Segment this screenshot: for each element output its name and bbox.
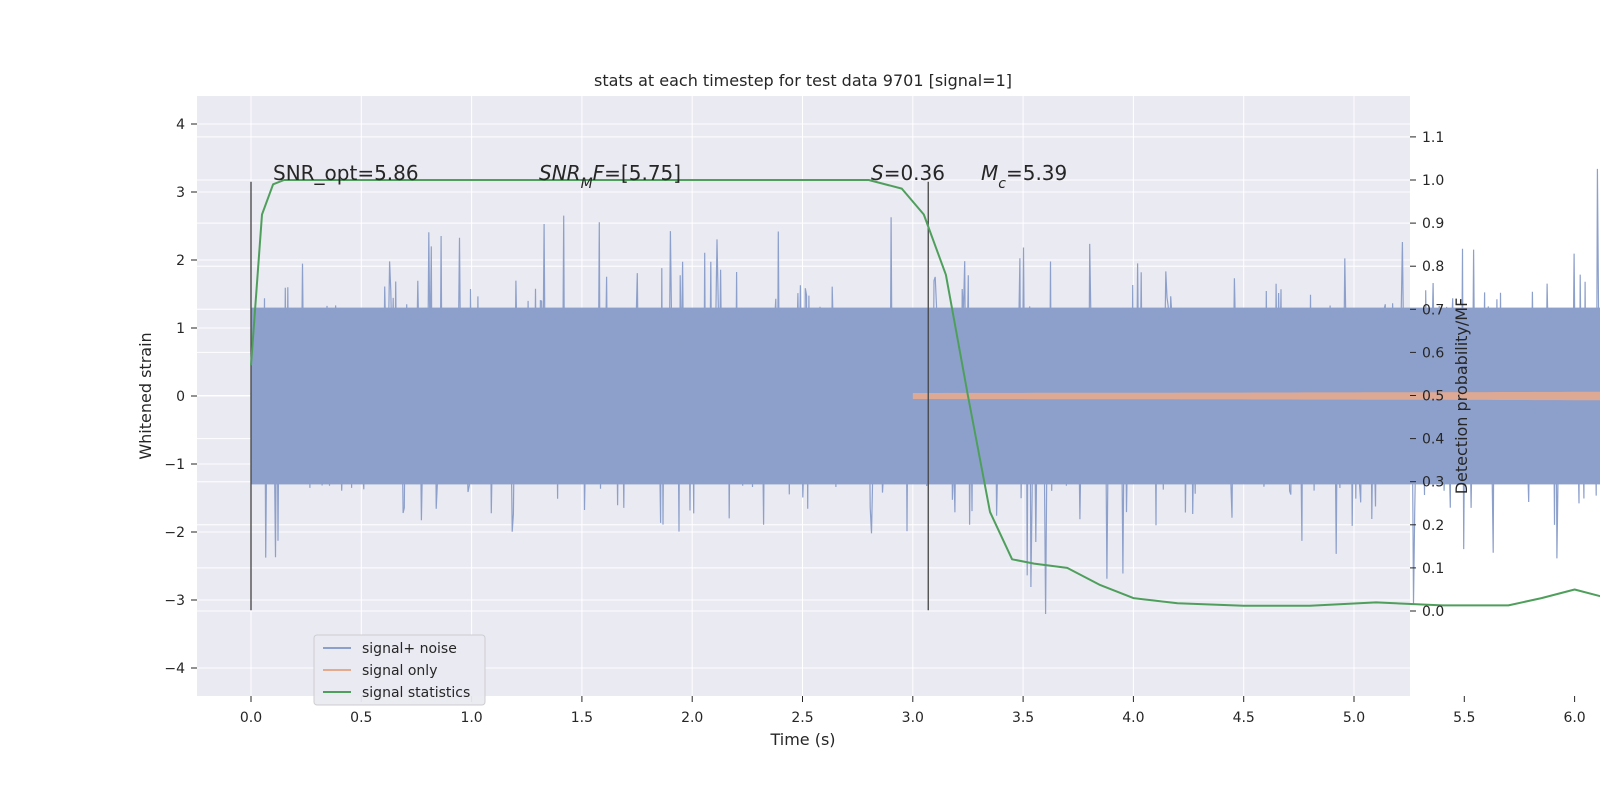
signal-statistics-series	[250, 179, 1600, 607]
y-right-tick-label: 0.9	[1422, 216, 1444, 232]
x-tick-label: 2.0	[681, 710, 703, 726]
y-right-tick-label: 0.6	[1422, 345, 1444, 361]
y-right-tick-label: 1.0	[1422, 173, 1444, 189]
y-right-tick-label: 0.4	[1422, 432, 1444, 448]
x-tick-label: 0.0	[240, 710, 262, 726]
x-tick-label: 1.0	[460, 710, 482, 726]
y-left-tick-label: −3	[164, 593, 185, 609]
vertical-markers	[250, 181, 929, 611]
x-axis-label: Time (s)	[769, 730, 835, 749]
annotation-s: S=0.36	[871, 161, 945, 185]
signal-only-envelope	[912, 391, 1600, 401]
x-tick-label: 5.5	[1453, 710, 1475, 726]
x-tick-label: 3.0	[902, 710, 924, 726]
x-tick-label: 0.5	[350, 710, 372, 726]
y-right-tick-label: 0.0	[1422, 604, 1444, 620]
x-tick-label: 4.5	[1233, 710, 1255, 726]
annotation-snr-opt: SNR_opt=5.86	[273, 161, 419, 185]
y-right-tick-label: 0.1	[1422, 561, 1444, 577]
y-right-tick-label: 0.3	[1422, 475, 1444, 491]
x-tick-label: 4.0	[1122, 710, 1144, 726]
y-left-tick-labels: −4 −3 −2 −1 0 1 2 3 4	[164, 117, 197, 677]
y-axis-label-left: Whitened strain	[136, 332, 155, 459]
legend-label-signal-only: signal only	[362, 663, 437, 679]
y-left-tick-label: 3	[176, 185, 185, 201]
legend-label-signal-statistics: signal statistics	[362, 685, 470, 701]
x-tick-label: 1.5	[571, 710, 593, 726]
signal-noise-line	[250, 168, 1600, 615]
y-left-tick-label: 0	[176, 389, 185, 405]
y-axis-label-right: Detection probability/MF	[1452, 298, 1471, 495]
x-tick-label: 3.5	[1012, 710, 1034, 726]
y-left-tick-label: 1	[176, 321, 185, 337]
legend: signal+ noise signal only signal statist…	[313, 634, 486, 706]
chart-title: stats at each timestep for test data 970…	[594, 71, 1012, 90]
y-left-tick-label: −1	[164, 457, 185, 473]
y-right-tick-label: 0.7	[1422, 302, 1444, 318]
y-right-tick-labels: 0.0 0.1 0.2 0.3 0.4 0.5 0.6 0.7 0.8 0.9 1.0 1.1	[1410, 130, 1444, 620]
x-tick-label: 2.5	[791, 710, 813, 726]
y-left-tick-label: 4	[176, 117, 185, 133]
y-left-tick-label: 2	[176, 253, 185, 269]
y-right-tick-label: 1.1	[1422, 130, 1444, 146]
y-left-tick-label: −2	[164, 525, 185, 541]
legend-label-signal-noise: signal+ noise	[362, 641, 457, 657]
y-left-tick-label: −4	[164, 661, 185, 677]
legend-box	[313, 634, 486, 706]
x-tick-labels: 0.00.51.01.52.02.53.03.54.04.55.05.56.06…	[240, 696, 1586, 726]
y-right-tick-label: 0.5	[1422, 389, 1444, 405]
annotation-mc: Mc=5.39	[981, 161, 1067, 192]
annotation-snr-mf: SNRMF=[5.75]	[539, 161, 681, 192]
signal-only-series	[912, 391, 1600, 401]
y-right-tick-label: 0.8	[1422, 259, 1444, 275]
y-right-tick-label: 0.2	[1422, 518, 1444, 534]
x-tick-label: 6.0	[1563, 710, 1585, 726]
x-tick-label: 5.0	[1343, 710, 1365, 726]
signal-statistics-line	[250, 179, 1600, 607]
